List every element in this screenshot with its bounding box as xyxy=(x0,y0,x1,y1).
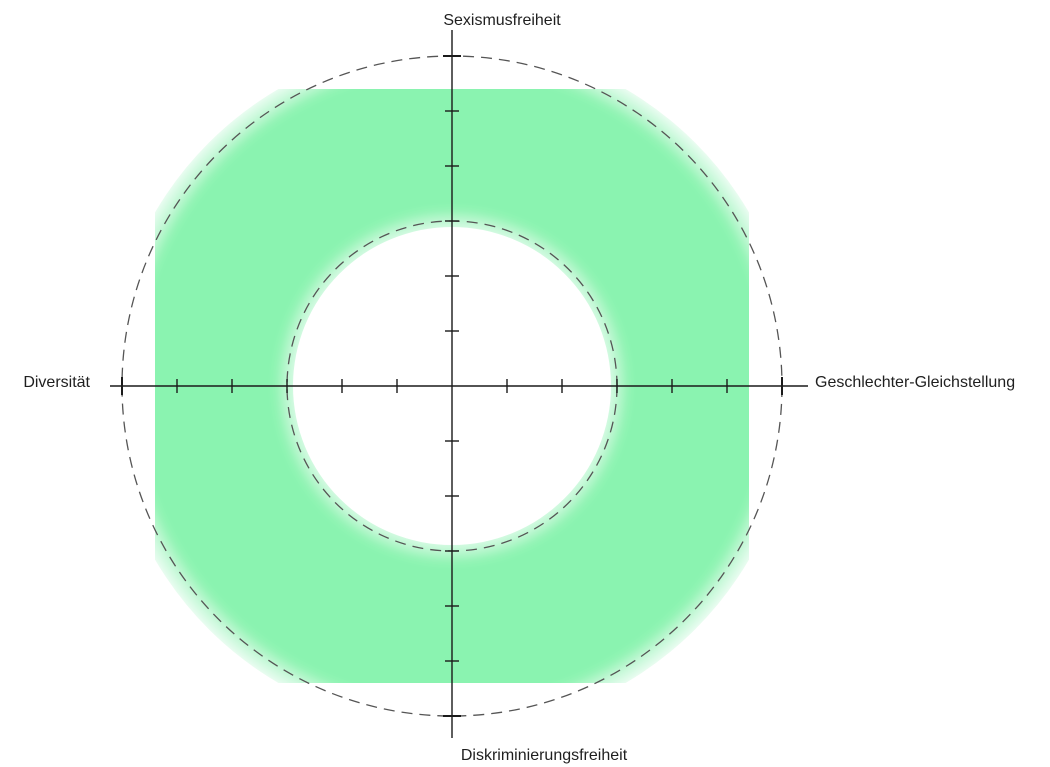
axis-label-bottom: Diskriminierungsfreiheit xyxy=(461,747,628,764)
axis-label-left: Diversität xyxy=(23,374,90,391)
axis-label-right: Geschlechter-Gleichstellung xyxy=(815,374,1015,391)
axis-ticks xyxy=(121,55,783,717)
axis-label-top: Sexismusfreiheit xyxy=(443,12,561,29)
